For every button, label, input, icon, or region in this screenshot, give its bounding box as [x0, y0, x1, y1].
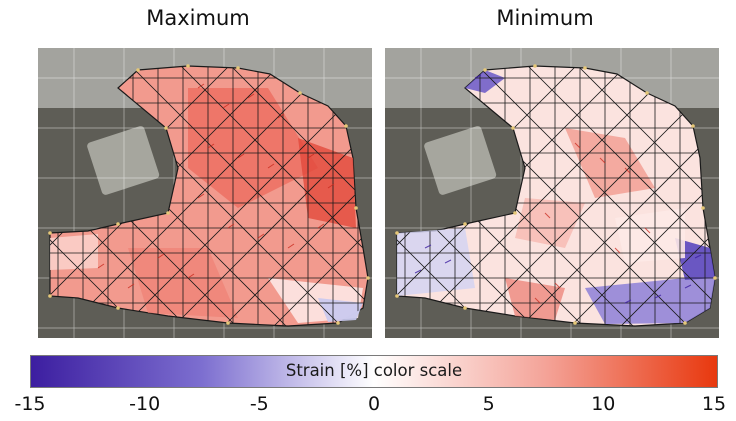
- strain-direction-ticks: [97, 83, 335, 289]
- triangle-mesh: [50, 66, 368, 326]
- panel-title-maximum: Maximum: [146, 6, 250, 30]
- strain-color-scale-bar: Strain [%] color scale: [30, 355, 718, 388]
- color-scale-tick: -10: [129, 393, 161, 415]
- tracking-markers: [395, 64, 717, 325]
- color-scale-tick: 15: [701, 393, 727, 415]
- color-scale-tick: 5: [482, 393, 495, 415]
- maximum-strain-map: [38, 48, 372, 338]
- color-scale-label: Strain [%] color scale: [285, 361, 463, 380]
- strain-direction-ticks: [534, 142, 651, 304]
- maximum-strain-panel: [38, 48, 372, 338]
- minimum-strain-map: [385, 48, 719, 338]
- panel-title-minimum: Minimum: [496, 6, 594, 30]
- color-scale-tick: -15: [14, 393, 46, 415]
- strain-direction-ticks-negative: [414, 74, 702, 304]
- color-scale-tick: -5: [249, 393, 269, 415]
- color-scale-tick: 0: [367, 393, 381, 415]
- strain-hotspots: [397, 70, 715, 324]
- tracking-markers: [48, 64, 370, 325]
- minimum-strain-panel: [385, 48, 719, 338]
- color-scale-tick: 10: [591, 393, 616, 415]
